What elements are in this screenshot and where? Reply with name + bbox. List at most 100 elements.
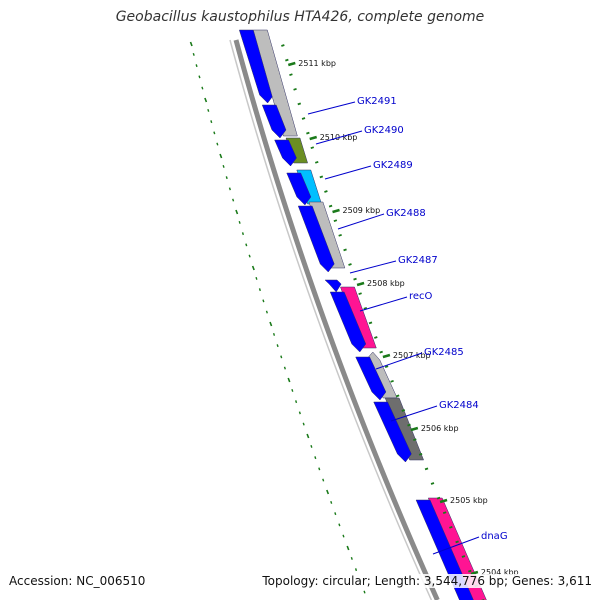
- ring-dot: [287, 377, 291, 383]
- minor-tick: [374, 336, 378, 339]
- ring-dot: [207, 108, 210, 112]
- label-leader-line: [315, 130, 363, 145]
- minor-tick: [390, 379, 394, 383]
- gene-arrow: [373, 401, 412, 463]
- minor-tick: [468, 569, 472, 573]
- ruler-tick: [332, 208, 340, 214]
- gene-arrows: [238, 29, 487, 600]
- ruler-tick: [287, 61, 296, 67]
- minor-tick: [379, 350, 383, 354]
- gene-label: dnaG: [481, 531, 508, 542]
- ring-dot: [238, 220, 241, 224]
- ruler-tick: [410, 426, 419, 432]
- ring-dot: [195, 64, 198, 68]
- ruler-tick: [470, 570, 479, 576]
- minor-tick: [363, 306, 368, 310]
- ring-dot: [302, 422, 305, 426]
- ring-dot: [204, 97, 208, 103]
- minor-tick: [343, 248, 347, 252]
- ring-dot: [280, 355, 283, 359]
- minor-tick: [348, 263, 352, 266]
- labels: GK2491 GK2490 GK2489 GK2488 GK2487 recO GK2485…: [307, 96, 508, 555]
- ring-dot: [265, 310, 268, 314]
- ring-dot: [216, 142, 219, 146]
- minor-tick: [289, 73, 293, 77]
- ring-dot: [334, 512, 337, 516]
- ring-dot: [342, 534, 345, 538]
- ring-dot: [222, 164, 225, 168]
- minor-tick: [338, 233, 342, 237]
- genome-backbone: [229, 39, 440, 600]
- label-leader-line: [337, 213, 385, 230]
- ring-dot: [198, 75, 201, 79]
- genome-summary: Topology: circular; Length: 3,544,776 bp…: [262, 574, 592, 588]
- backbone-line: [233, 39, 440, 600]
- minor-tick: [333, 219, 338, 223]
- minor-tick: [306, 131, 310, 135]
- minor-tick: [328, 204, 333, 208]
- minor-tick: [430, 482, 435, 485]
- gene-arrow: [261, 104, 287, 139]
- minor-tick: [384, 365, 389, 369]
- ring-dot: [192, 52, 195, 56]
- dotted-ring: [189, 41, 366, 594]
- label-leader-line: [375, 352, 423, 370]
- ring-dot: [314, 456, 317, 460]
- backbone-inner-line: [229, 39, 433, 600]
- ring-dot: [295, 400, 298, 404]
- ring-dot: [318, 467, 321, 471]
- ring-dot: [283, 366, 286, 370]
- gene-label: GK2491: [357, 96, 397, 107]
- gene-label: GK2490: [364, 125, 404, 136]
- gene-label: GK2489: [373, 160, 413, 171]
- minor-tick: [449, 525, 453, 529]
- ring-dot: [201, 86, 204, 90]
- minor-tick: [310, 146, 315, 150]
- gene-arrow: [238, 29, 274, 104]
- label-leader-line: [359, 296, 408, 312]
- ring-dot: [189, 41, 193, 47]
- label-leader-line: [390, 405, 438, 422]
- gene-arrow: [274, 139, 297, 167]
- ring-dot: [330, 500, 333, 504]
- minor-tick: [395, 394, 400, 398]
- ruler-label: 2507 kbp: [393, 351, 431, 360]
- minor-tick: [281, 44, 285, 47]
- ring-dot: [251, 265, 255, 271]
- ruler-label: 2505 kbp: [450, 496, 488, 505]
- ring-dot: [262, 299, 265, 303]
- ruler-tick: [309, 135, 318, 141]
- minor-tick: [424, 467, 429, 471]
- ring-dot: [258, 288, 261, 292]
- ring-dot: [322, 478, 325, 482]
- gene-arrow: [286, 172, 312, 206]
- ruler-tick: [439, 498, 448, 504]
- ring-dot: [298, 411, 301, 415]
- ruler-label: 2509 kbp: [343, 206, 381, 215]
- gene-label: GK2487: [398, 255, 438, 266]
- minor-tick: [319, 175, 324, 179]
- ring-dot: [245, 243, 248, 247]
- ring-dot: [272, 332, 276, 336]
- map-title: Geobacillus kaustophilus HTA426, complet…: [115, 9, 485, 25]
- minor-tick: [358, 292, 362, 296]
- ring-dot: [363, 590, 366, 594]
- label-leader-line: [307, 101, 356, 115]
- ring-dot: [210, 120, 213, 124]
- ring-dot: [291, 388, 294, 392]
- ruler-label: 2506 kbp: [421, 424, 459, 433]
- minor-tick: [324, 190, 328, 193]
- ring-dot: [276, 344, 279, 348]
- ring-dot: [241, 232, 245, 236]
- gene-label: recO: [409, 291, 433, 302]
- minor-tick: [401, 409, 406, 412]
- ring-dot: [338, 523, 341, 527]
- gene-arrow: [252, 29, 298, 137]
- ring-dot: [235, 209, 239, 215]
- gene-arrow: [355, 356, 387, 401]
- gene-label: GK2484: [439, 400, 479, 411]
- ruler-label: 2511 kbp: [298, 59, 336, 68]
- ring-dot: [354, 568, 358, 572]
- gene-arrow: [329, 291, 367, 353]
